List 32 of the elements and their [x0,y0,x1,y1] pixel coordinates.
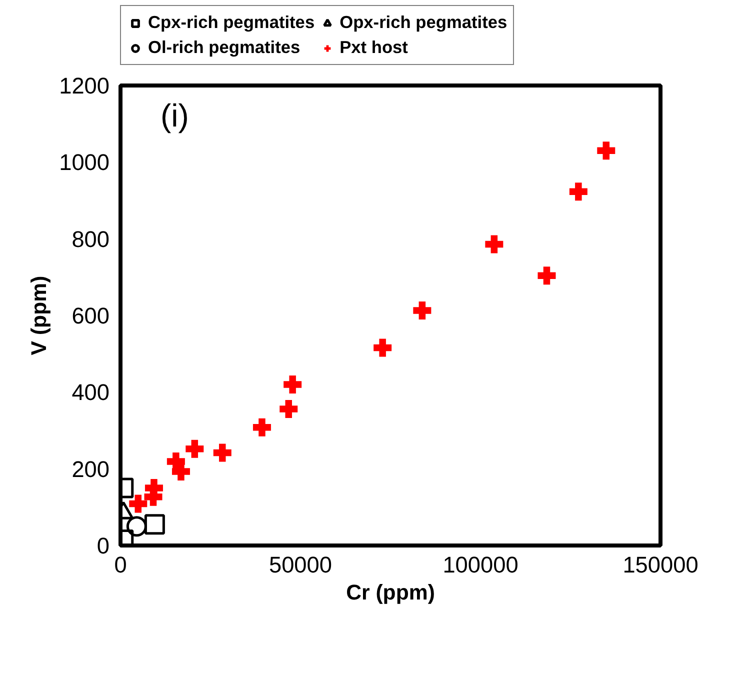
y-tick-label: 1000 [59,149,110,176]
legend-label: Cpx-rich pegmatites [148,12,315,33]
point [569,182,588,201]
y-axis-title: V (ppm) [27,276,52,356]
x-tick-label: 100000 [442,552,518,578]
point [126,516,147,537]
y-tick-label: 0 [96,532,110,558]
x-tick-label: 150000 [622,552,698,578]
point [597,142,616,160]
legend-label: Pxt host [340,37,408,58]
point [374,338,392,357]
point [485,235,504,254]
y-tick-label: 200 [72,456,110,482]
point [172,462,190,481]
point [252,418,271,436]
y-tick-label: 800 [72,226,110,252]
point [284,376,302,394]
point [413,302,432,320]
annotation: (i) [160,98,189,134]
point [186,440,204,458]
point [213,444,232,462]
legend-label: Ol-rich pegmatites [148,37,300,58]
legend-label: Opx-rich pegmatites [340,12,508,33]
x-axis-title: Cr (ppm) [346,580,435,604]
y-tick-label: 400 [72,379,110,406]
point [538,266,556,285]
point [129,494,148,513]
point [280,400,298,418]
x-tick-label: 0 [114,552,127,578]
y-tick-label: 600 [72,302,110,328]
y-tick-label: 1200 [59,72,110,98]
x-tick-label: 50000 [269,552,332,578]
